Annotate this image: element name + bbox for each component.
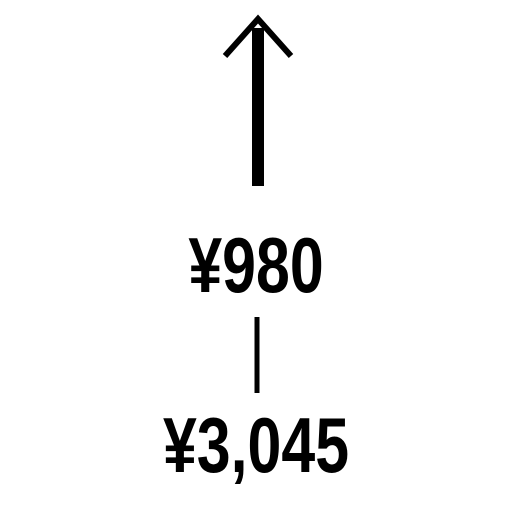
original-price: ¥980 xyxy=(188,221,324,309)
new-price: ¥3,045 xyxy=(162,401,350,489)
